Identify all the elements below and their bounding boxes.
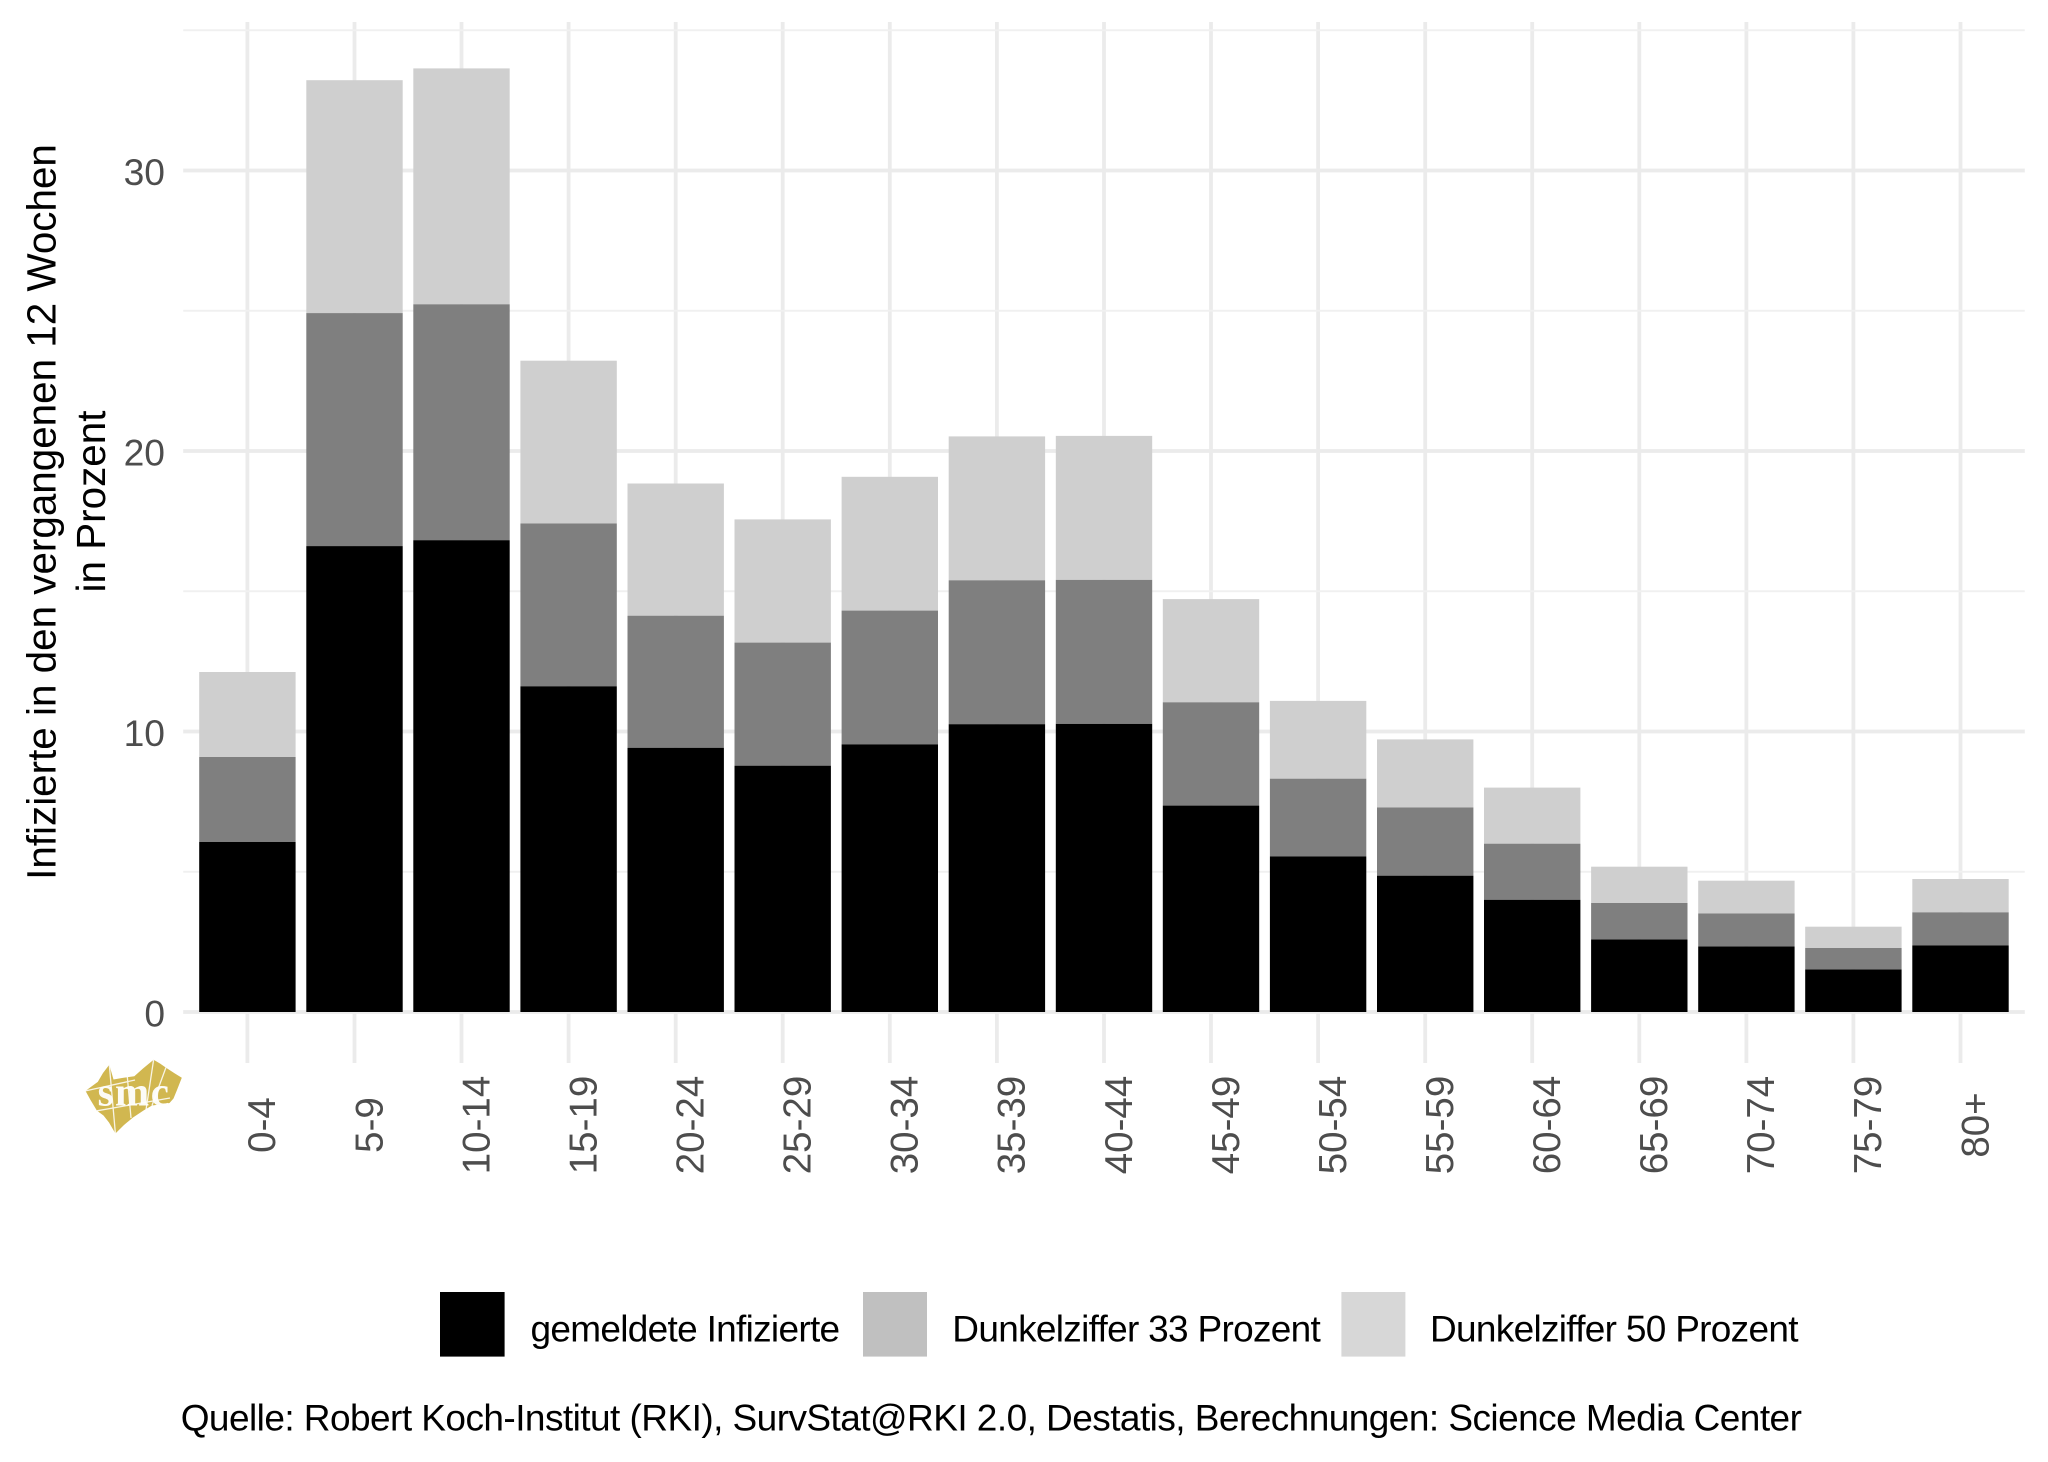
svg-text:0-4: 0-4 [241,1097,284,1153]
svg-text:20: 20 [124,431,165,473]
svg-text:70-74: 70-74 [1740,1076,1783,1174]
svg-text:smc: smc [98,1069,171,1115]
svg-text:25-29: 25-29 [777,1076,820,1174]
svg-text:20-24: 20-24 [670,1076,713,1174]
svg-text:Infizierte in den vergangenen: Infizierte in den vergangenen 12 Wochen [19,144,65,880]
svg-text:in Prozent: in Prozent [68,411,114,593]
svg-text:10: 10 [124,712,165,754]
svg-text:Quelle: Robert Koch-Institut (: Quelle: Robert Koch-Institut (RKI), Surv… [181,1398,1802,1439]
svg-text:75-79: 75-79 [1847,1076,1890,1174]
svg-text:45-49: 45-49 [1205,1076,1248,1174]
svg-text:55-59: 55-59 [1419,1076,1462,1174]
svg-text:5-9: 5-9 [348,1097,391,1153]
svg-text:30-34: 30-34 [884,1076,927,1174]
svg-text:Dunkelziffer 33 Prozent: Dunkelziffer 33 Prozent [952,1309,1321,1350]
svg-text:50-54: 50-54 [1312,1076,1355,1174]
svg-text:10-14: 10-14 [455,1076,498,1174]
svg-text:Dunkelziffer 50 Prozent: Dunkelziffer 50 Prozent [1430,1309,1799,1350]
svg-text:65-69: 65-69 [1633,1076,1676,1174]
svg-text:0: 0 [144,992,165,1034]
svg-text:40-44: 40-44 [1098,1076,1141,1174]
svg-text:30: 30 [124,151,165,193]
svg-text:80+: 80+ [1954,1092,1997,1157]
svg-text:15-19: 15-19 [562,1076,605,1174]
svg-text:60-64: 60-64 [1526,1076,1569,1174]
svg-text:35-39: 35-39 [991,1076,1034,1174]
svg-text:gemeldete Infizierte: gemeldete Infizierte [531,1309,840,1350]
